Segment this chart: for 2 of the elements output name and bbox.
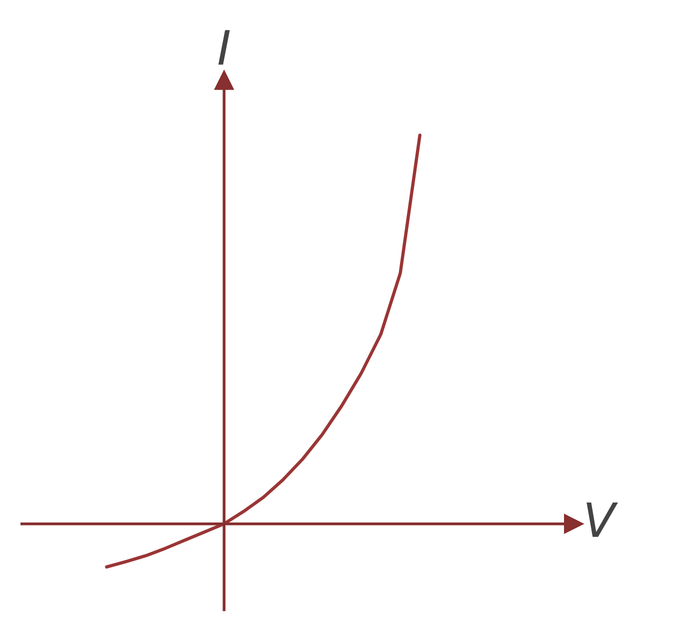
y-axis-title: I xyxy=(218,30,230,65)
x-axis-title: V xyxy=(586,502,618,537)
